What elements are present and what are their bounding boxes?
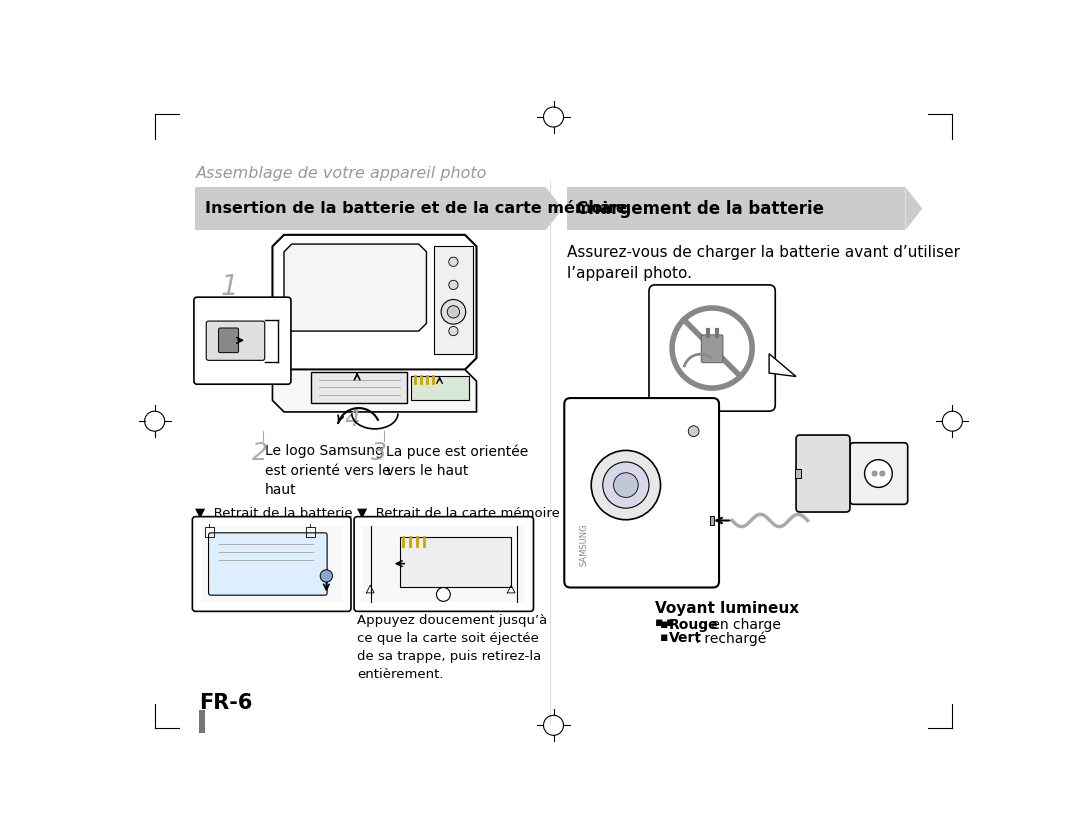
FancyBboxPatch shape: [354, 516, 534, 611]
Text: : en charge: : en charge: [699, 617, 781, 631]
Circle shape: [447, 306, 460, 318]
Text: Rouge: Rouge: [669, 617, 718, 631]
Circle shape: [865, 460, 892, 487]
FancyBboxPatch shape: [795, 469, 801, 478]
Circle shape: [603, 462, 649, 508]
FancyBboxPatch shape: [567, 187, 905, 230]
Circle shape: [449, 280, 458, 289]
Circle shape: [688, 426, 699, 436]
Polygon shape: [905, 187, 922, 230]
Circle shape: [449, 257, 458, 266]
Circle shape: [613, 473, 638, 497]
Text: 3: 3: [372, 441, 387, 465]
Text: ▼  Retrait de la batterie: ▼ Retrait de la batterie: [195, 506, 353, 520]
Circle shape: [872, 470, 878, 476]
FancyBboxPatch shape: [195, 187, 545, 230]
FancyBboxPatch shape: [850, 443, 907, 505]
Text: Insertion de la batterie et de la carte mémoire: Insertion de la batterie et de la carte …: [205, 201, 626, 216]
Circle shape: [591, 450, 661, 520]
Text: Assurez-vous de charger la batterie avant d’utiliser
l’appareil photo.: Assurez-vous de charger la batterie avan…: [567, 245, 960, 281]
Text: Assemblage de votre appareil photo: Assemblage de votre appareil photo: [195, 165, 487, 180]
Text: FR-6: FR-6: [200, 693, 253, 713]
Text: Appuyez doucement jusqu’à
ce que la carte soit éjectée
de sa trappe, puis retire: Appuyez doucement jusqu’à ce que la cart…: [357, 615, 548, 681]
Circle shape: [879, 470, 886, 476]
Text: ▪: ▪: [666, 616, 678, 629]
Text: SAMSUNG: SAMSUNG: [580, 524, 589, 566]
Circle shape: [449, 304, 458, 313]
Text: Le logo Samsung
est orienté vers le
haut: Le logo Samsung est orienté vers le haut: [265, 445, 390, 497]
Text: ▪: ▪: [660, 617, 672, 631]
FancyBboxPatch shape: [218, 328, 239, 353]
FancyBboxPatch shape: [363, 526, 524, 602]
Polygon shape: [434, 246, 473, 354]
Polygon shape: [311, 372, 407, 403]
Polygon shape: [769, 354, 796, 376]
FancyBboxPatch shape: [400, 536, 511, 587]
FancyBboxPatch shape: [202, 526, 341, 602]
Polygon shape: [272, 235, 476, 369]
FancyBboxPatch shape: [649, 285, 775, 411]
Circle shape: [441, 299, 465, 324]
Text: Voyant lumineux: Voyant lumineux: [656, 600, 799, 615]
FancyBboxPatch shape: [796, 435, 850, 512]
Text: ▪: ▪: [656, 616, 667, 629]
Text: Chargement de la batterie: Chargement de la batterie: [576, 199, 824, 218]
Text: : rechargé: : rechargé: [690, 631, 766, 646]
Polygon shape: [545, 187, 563, 230]
FancyBboxPatch shape: [208, 533, 327, 595]
Text: ▪: ▪: [660, 631, 672, 645]
Circle shape: [449, 326, 458, 336]
Text: ▼  Retrait de la carte mémoire: ▼ Retrait de la carte mémoire: [357, 506, 561, 520]
Text: 4: 4: [345, 406, 360, 430]
FancyBboxPatch shape: [564, 398, 719, 587]
Polygon shape: [411, 376, 469, 400]
FancyBboxPatch shape: [710, 516, 715, 525]
Bar: [200, 710, 205, 733]
FancyBboxPatch shape: [701, 335, 723, 363]
Text: 1: 1: [220, 274, 239, 301]
FancyBboxPatch shape: [192, 516, 351, 611]
Text: 2: 2: [252, 441, 268, 465]
Circle shape: [320, 570, 333, 582]
FancyBboxPatch shape: [206, 321, 265, 360]
FancyBboxPatch shape: [194, 297, 291, 384]
Text: La puce est orientée
vers le haut: La puce est orientée vers le haut: [386, 445, 528, 478]
Circle shape: [436, 587, 450, 601]
Polygon shape: [272, 369, 476, 412]
Text: Vert: Vert: [669, 631, 702, 646]
Polygon shape: [284, 244, 427, 331]
